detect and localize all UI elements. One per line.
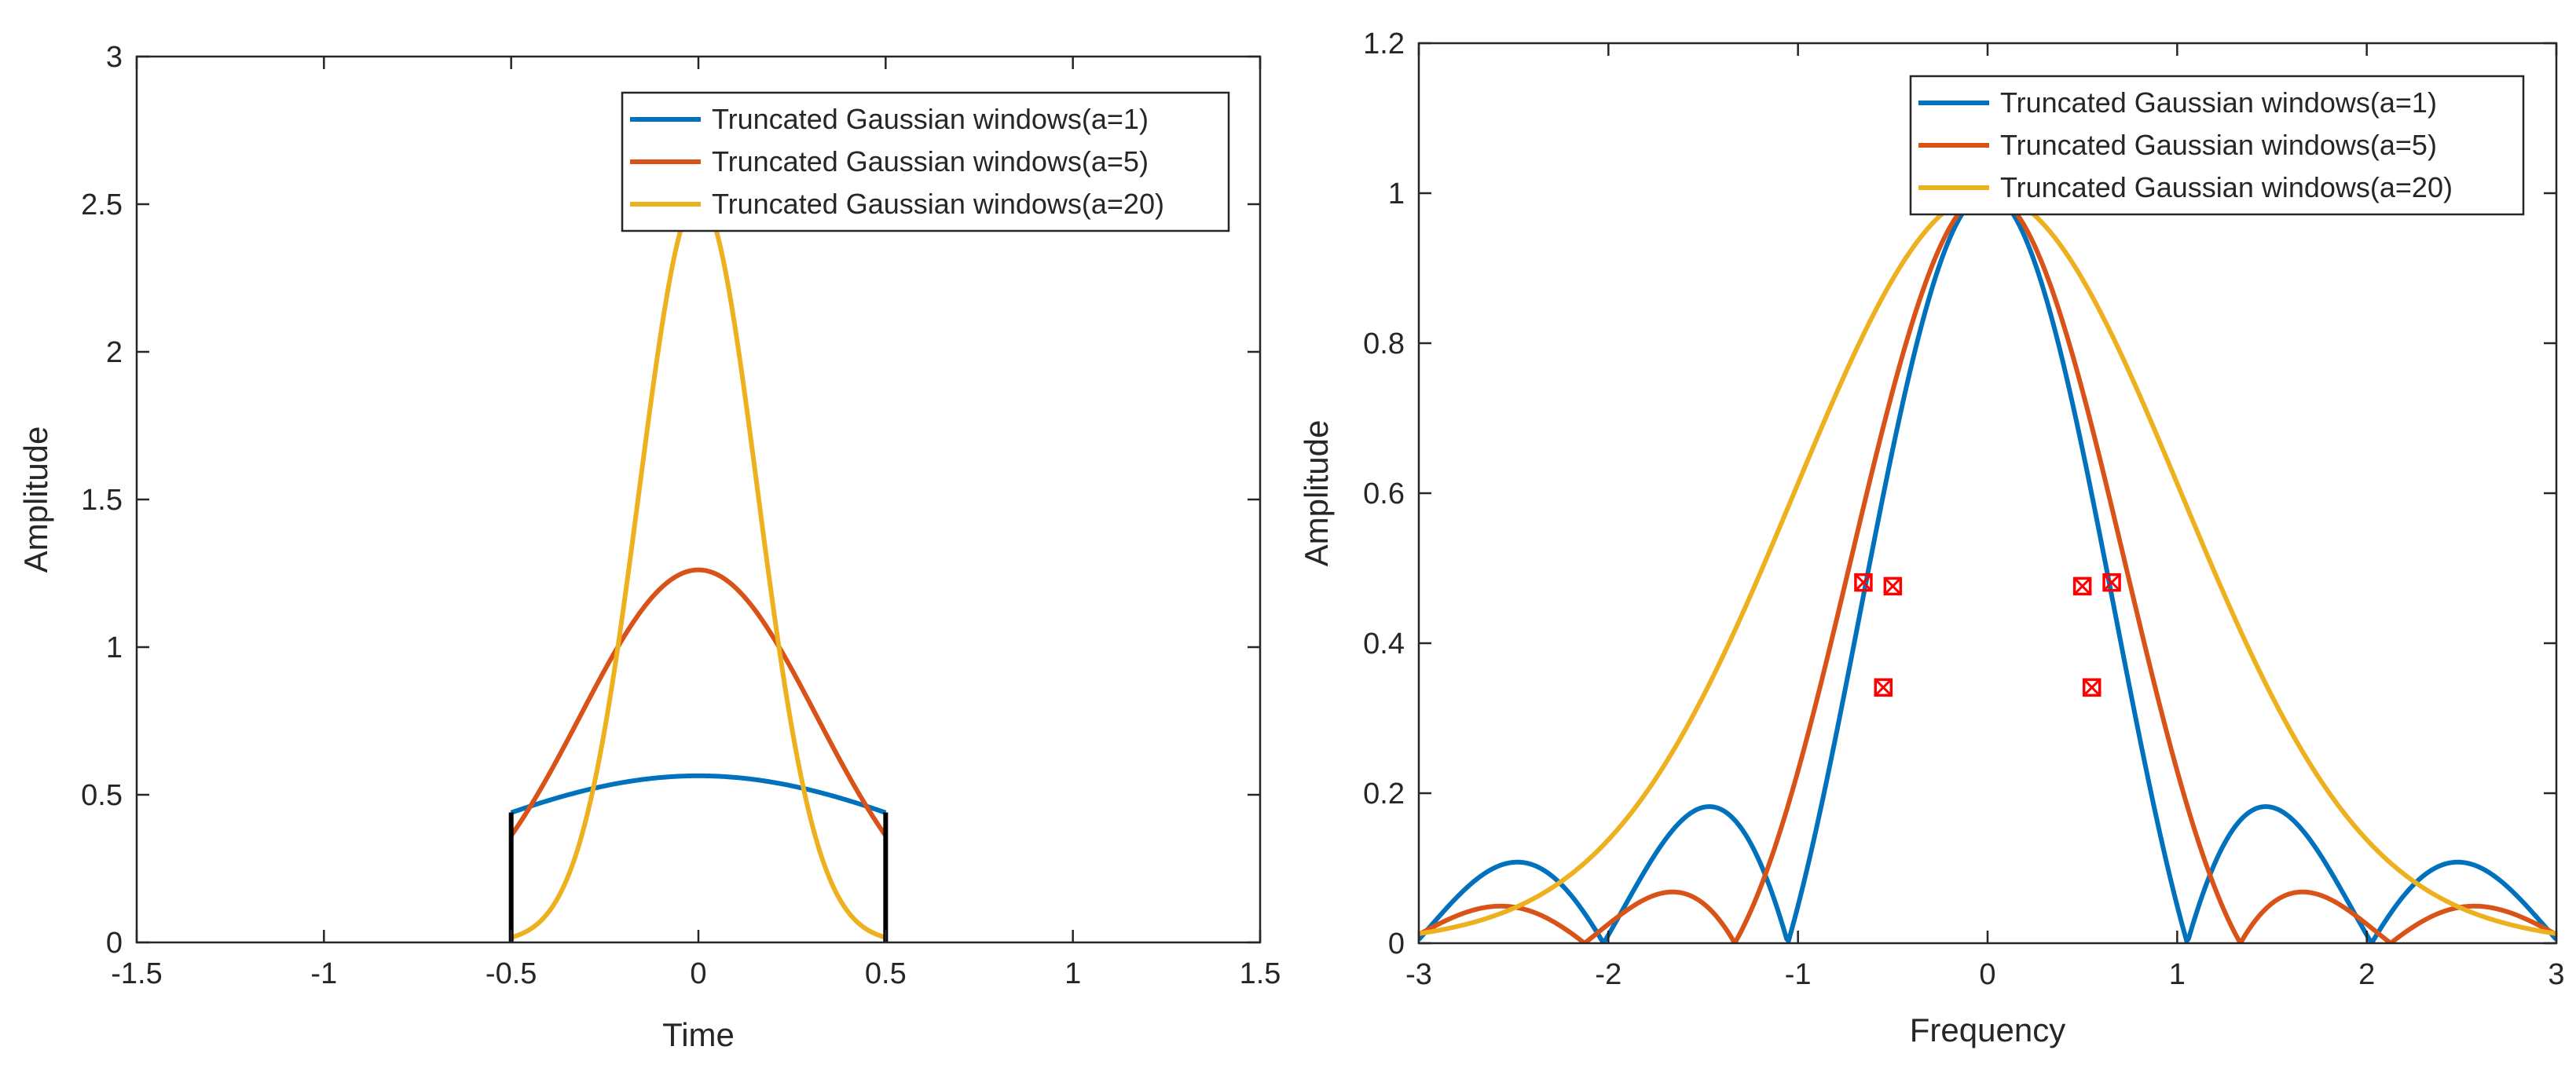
frequency-x-tick-label: 0 xyxy=(1979,958,1995,991)
time-y-tick-label: 3 xyxy=(106,41,123,74)
time-legend: Truncated Gaussian windows(a=1) Truncate… xyxy=(621,91,1230,232)
frequency-x-tick-label: 2 xyxy=(2358,958,2375,991)
frequency-y-tick-label: 1 xyxy=(1388,177,1405,210)
frequency-marker-2 xyxy=(1883,576,1903,596)
time-legend-label-a1: Truncated Gaussian windows(a=1) xyxy=(712,103,1149,135)
frequency-legend-entry-a5: Truncated Gaussian windows(a=5) xyxy=(1918,129,2437,161)
time-x-tick-label: -1.5 xyxy=(111,957,162,990)
time-y-axis-label: Amplitude xyxy=(17,426,54,573)
time-y-tick-label: 1.5 xyxy=(81,484,123,517)
frequency-domain-plot: -3 -2 -1 0 1 2 3 0 0.2 0.4 0.6 0.8 1 1.2 Frequency Am… xyxy=(1298,27,2565,1048)
time-x-tick-label: 0 xyxy=(690,957,706,990)
frequency-y-tick-label: 0.8 xyxy=(1363,327,1405,360)
frequency-y-tick-label: 1.2 xyxy=(1363,27,1405,60)
frequency-legend-label-a20: Truncated Gaussian windows(a=20) xyxy=(2000,171,2453,203)
frequency-marker-1 xyxy=(2102,573,2121,592)
frequency-ticks: -3 -2 -1 0 1 2 3 0 0.2 0.4 0.6 0.8 1 1.2 xyxy=(1363,27,2564,991)
time-legend-entry-a20: Truncated Gaussian windows(a=20) xyxy=(630,188,1164,220)
frequency-marker-5 xyxy=(2082,678,2101,697)
frequency-legend-box xyxy=(1909,75,2525,216)
time-curve-a5 xyxy=(509,567,888,837)
time-legend-entry-a5: Truncated Gaussian windows(a=5) xyxy=(630,145,1149,177)
time-ticks: -1.5 -1 -0.5 0 0.5 1 1.5 0 0.5 1 1.5 2 2.5 3 xyxy=(81,41,1281,990)
frequency-legend: Truncated Gaussian windows(a=1) Truncate… xyxy=(1909,75,2525,216)
frequency-marker-3 xyxy=(2072,576,2092,596)
time-domain-plot: -1.5 -1 -0.5 0 0.5 1 1.5 0 0.5 1 1.5 2 2.5 3 Time Amp… xyxy=(17,41,1281,1053)
frequency-legend-label-a5: Truncated Gaussian windows(a=5) xyxy=(2000,129,2437,161)
time-y-tick-label: 0 xyxy=(106,927,123,960)
frequency-x-tick-label: 3 xyxy=(2548,958,2564,991)
time-legend-entry-a1: Truncated Gaussian windows(a=1) xyxy=(630,103,1149,135)
time-y-tick-label: 1 xyxy=(106,631,123,664)
frequency-legend-label-a1: Truncated Gaussian windows(a=1) xyxy=(2000,86,2437,119)
frequency-legend-entry-a1: Truncated Gaussian windows(a=1) xyxy=(1918,86,2437,119)
frequency-y-tick-label: 0.2 xyxy=(1363,777,1405,810)
time-y-tick-label: 0.5 xyxy=(81,779,123,812)
frequency-legend-entry-a20: Truncated Gaussian windows(a=20) xyxy=(1918,171,2453,203)
time-legend-box xyxy=(621,91,1230,232)
frequency-x-tick-label: -1 xyxy=(1785,958,1812,991)
frequency-marker-4 xyxy=(1874,678,1893,697)
time-x-tick-label: -1 xyxy=(310,957,337,990)
time-legend-label-a5: Truncated Gaussian windows(a=5) xyxy=(712,145,1149,177)
frequency-x-tick-label: 1 xyxy=(2169,958,2186,991)
time-x-axis-label: Time xyxy=(662,1016,735,1053)
time-x-tick-label: 0.5 xyxy=(865,957,907,990)
frequency-x-tick-label: -3 xyxy=(1405,958,1432,991)
time-x-tick-label: 1 xyxy=(1064,957,1081,990)
frequency-y-tick-label: 0.6 xyxy=(1363,477,1405,510)
frequency-y-tick-label: 0 xyxy=(1388,927,1405,960)
time-x-tick-label: 1.5 xyxy=(1240,957,1281,990)
time-legend-label-a20: Truncated Gaussian windows(a=20) xyxy=(712,188,1164,220)
frequency-x-axis-label: Frequency xyxy=(1910,1012,2065,1048)
time-curve-a1 xyxy=(510,773,887,815)
time-y-tick-label: 2 xyxy=(106,336,123,369)
frequency-markers xyxy=(1854,573,2121,697)
frequency-x-tick-label: -2 xyxy=(1595,958,1621,991)
frequency-y-axis-label: Amplitude xyxy=(1298,420,1335,567)
time-window-edges xyxy=(508,812,889,942)
time-y-tick-label: 2.5 xyxy=(81,188,123,221)
frequency-y-tick-label: 0.4 xyxy=(1363,627,1405,660)
time-x-tick-label: -0.5 xyxy=(486,957,537,990)
frequency-marker-0 xyxy=(1854,573,1873,592)
